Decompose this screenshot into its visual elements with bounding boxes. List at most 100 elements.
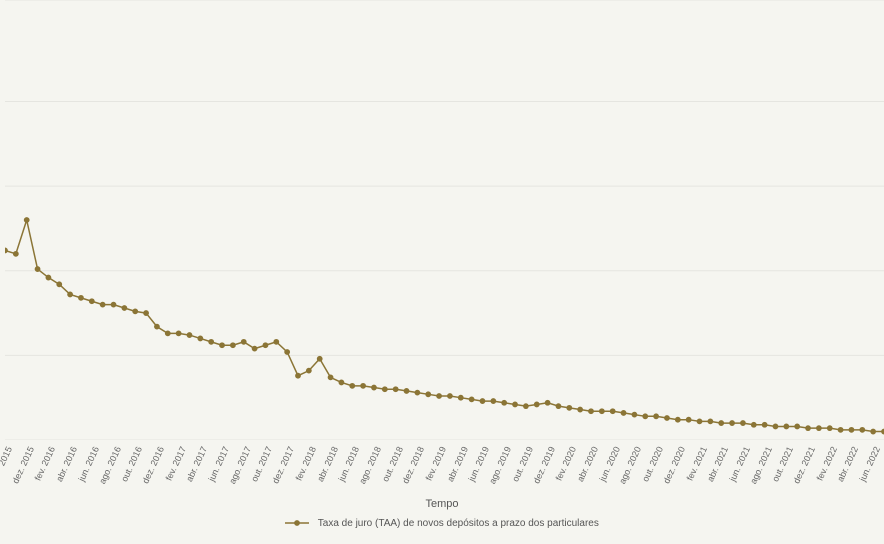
- data-point[interactable]: [523, 404, 528, 409]
- data-point[interactable]: [567, 405, 572, 410]
- data-point[interactable]: [762, 422, 767, 427]
- data-point[interactable]: [610, 409, 615, 414]
- data-point[interactable]: [144, 311, 149, 316]
- data-point[interactable]: [176, 331, 181, 336]
- data-point[interactable]: [111, 302, 116, 307]
- x-axis-title: Tempo: [0, 498, 884, 510]
- data-point[interactable]: [339, 380, 344, 385]
- data-point[interactable]: [361, 383, 366, 388]
- data-point[interactable]: [13, 251, 18, 256]
- data-point[interactable]: [871, 429, 876, 434]
- data-point[interactable]: [458, 395, 463, 400]
- data-point[interactable]: [372, 385, 377, 390]
- data-point[interactable]: [68, 292, 73, 297]
- data-point[interactable]: [274, 339, 279, 344]
- data-point[interactable]: [838, 427, 843, 432]
- legend-label: Taxa de juro (TAA) de novos depósitos a …: [318, 518, 599, 529]
- data-point[interactable]: [816, 426, 821, 431]
- data-point[interactable]: [415, 390, 420, 395]
- data-point[interactable]: [198, 336, 203, 341]
- data-point[interactable]: [252, 346, 257, 351]
- data-point[interactable]: [545, 400, 550, 405]
- data-point[interactable]: [654, 414, 659, 419]
- data-point[interactable]: [79, 295, 84, 300]
- data-point[interactable]: [719, 421, 724, 426]
- data-point[interactable]: [491, 399, 496, 404]
- data-point[interactable]: [621, 411, 626, 416]
- data-point[interactable]: [502, 400, 507, 405]
- data-point[interactable]: [46, 275, 51, 280]
- data-point[interactable]: [448, 394, 453, 399]
- data-point[interactable]: [404, 389, 409, 394]
- legend: Taxa de juro (TAA) de novos depósitos a …: [0, 518, 884, 529]
- data-point[interactable]: [773, 424, 778, 429]
- series-markers: [5, 218, 884, 434]
- data-point[interactable]: [57, 282, 62, 287]
- data-point[interactable]: [697, 419, 702, 424]
- data-point[interactable]: [686, 417, 691, 422]
- data-point[interactable]: [708, 419, 713, 424]
- x-axis: 2015dez. 2015fev. 2016abr. 2016jun. 2016…: [5, 441, 884, 501]
- data-point[interactable]: [665, 416, 670, 421]
- data-point[interactable]: [133, 309, 138, 314]
- data-point[interactable]: [632, 412, 637, 417]
- data-point[interactable]: [100, 302, 105, 307]
- data-point[interactable]: [241, 339, 246, 344]
- data-point[interactable]: [209, 339, 214, 344]
- data-point[interactable]: [643, 414, 648, 419]
- data-point[interactable]: [393, 387, 398, 392]
- data-point[interactable]: [513, 402, 518, 407]
- data-point[interactable]: [827, 426, 832, 431]
- data-point[interactable]: [860, 427, 865, 432]
- data-point[interactable]: [730, 421, 735, 426]
- data-point[interactable]: [556, 404, 561, 409]
- data-point[interactable]: [306, 368, 311, 373]
- chart-container: 2015dez. 2015fev. 2016abr. 2016jun. 2016…: [0, 0, 884, 544]
- data-point[interactable]: [296, 373, 301, 378]
- x-tick-label: ago. 2019: [487, 445, 513, 486]
- data-point[interactable]: [426, 392, 431, 397]
- data-point[interactable]: [675, 417, 680, 422]
- data-point[interactable]: [24, 218, 29, 223]
- data-point[interactable]: [328, 375, 333, 380]
- data-point[interactable]: [599, 409, 604, 414]
- data-point[interactable]: [741, 421, 746, 426]
- data-point[interactable]: [155, 324, 160, 329]
- x-tick-label: jun. 2022: [857, 445, 882, 483]
- x-tick-label: abr. 2020: [575, 445, 600, 483]
- data-point[interactable]: [263, 343, 268, 348]
- data-point[interactable]: [350, 383, 355, 388]
- data-point[interactable]: [165, 331, 170, 336]
- x-tick-label: dez. 2020: [661, 445, 687, 485]
- x-tick-label: fev. 2018: [293, 445, 317, 482]
- x-tick-label: dez. 2015: [10, 445, 36, 485]
- data-point[interactable]: [795, 424, 800, 429]
- data-point[interactable]: [122, 306, 127, 311]
- gridlines: [5, 0, 884, 440]
- data-point[interactable]: [285, 350, 290, 355]
- data-point[interactable]: [784, 424, 789, 429]
- data-point[interactable]: [469, 397, 474, 402]
- x-tick-label: dez. 2019: [531, 445, 557, 485]
- data-point[interactable]: [534, 402, 539, 407]
- legend-swatch-series1: [285, 518, 309, 528]
- data-point[interactable]: [35, 267, 40, 272]
- data-point[interactable]: [230, 343, 235, 348]
- data-point[interactable]: [317, 356, 322, 361]
- data-point[interactable]: [849, 427, 854, 432]
- series-line: [5, 220, 884, 432]
- data-point[interactable]: [220, 343, 225, 348]
- data-point[interactable]: [5, 248, 7, 253]
- plot-area: [5, 0, 884, 440]
- data-point[interactable]: [437, 394, 442, 399]
- data-point[interactable]: [187, 333, 192, 338]
- x-tick-label: ago. 2018: [357, 445, 383, 486]
- data-point[interactable]: [480, 399, 485, 404]
- data-point[interactable]: [806, 426, 811, 431]
- data-point[interactable]: [751, 422, 756, 427]
- data-point[interactable]: [578, 407, 583, 412]
- data-point[interactable]: [89, 299, 94, 304]
- x-tick-label: ago. 2021: [748, 445, 774, 486]
- data-point[interactable]: [589, 409, 594, 414]
- data-point[interactable]: [382, 387, 387, 392]
